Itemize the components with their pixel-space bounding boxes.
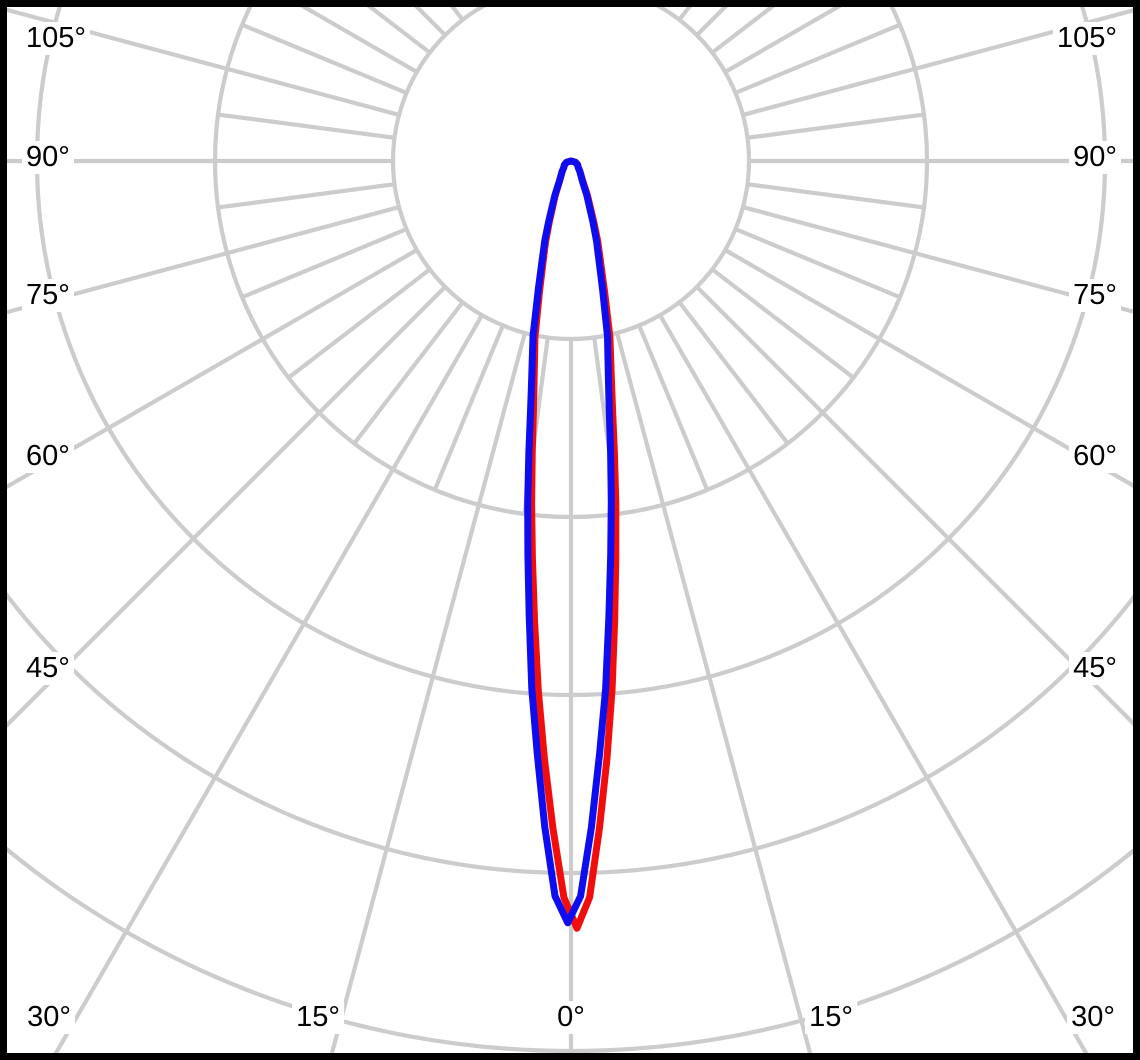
angle-label-bottom-1-15: 15° (292, 1000, 344, 1034)
angle-label-right-45: 45° (1069, 651, 1121, 685)
grid-spoke-minor-277.5 (217, 182, 395, 210)
angle-label-left-90: 90° (22, 140, 74, 174)
grid-spoke-minor-292.5 (241, 227, 408, 300)
grid-spoke-minor-127.5 (710, 7, 776, 55)
grid-spoke-minor-232.5 (366, 7, 432, 55)
grid-spoke-major-255 (7, 7, 400, 117)
grid-spoke-minor-262.5 (217, 112, 395, 140)
grid-spoke-major-330 (53, 314, 484, 1053)
grid-spoke-minor-337.5 (432, 324, 505, 491)
angle-label-right-60: 60° (1069, 439, 1121, 473)
angle-label-right-90: 90° (1069, 140, 1121, 174)
grid-spoke-minor-22.5 (637, 324, 710, 491)
angle-label-right-75: 75° (1069, 278, 1121, 312)
grid-spoke-minor-112.5 (734, 22, 901, 95)
angle-label-bottom-3-15: 15° (805, 1000, 857, 1034)
angle-label-left-105: 105° (22, 21, 90, 55)
grid-spoke-major-60 (724, 248, 1133, 488)
angle-label-bottom-0-30: 30° (23, 1000, 75, 1034)
grid-spoke-major-285 (7, 205, 400, 315)
grid-spoke-minor-67.5 (734, 227, 901, 300)
grid-spoke-minor-322.5 (352, 300, 465, 445)
angle-label-left-45: 45° (22, 651, 74, 685)
angle-label-left-75: 75° (22, 278, 74, 312)
grid-spoke-major-345 (329, 332, 527, 1053)
angle-label-left-60: 60° (22, 439, 74, 473)
angle-label-right-105: 105° (1053, 21, 1121, 55)
grid-spoke-minor-37.5 (677, 300, 790, 445)
angle-label-bottom-4-30: 30° (1067, 1000, 1119, 1034)
grid-spoke-minor-97.5 (747, 112, 925, 140)
grid-spoke-major-105 (742, 8, 1133, 117)
grid-spoke-major-15 (615, 332, 813, 1053)
grid-spoke-minor-247.5 (241, 22, 408, 95)
grid-spoke-major-75 (742, 205, 1133, 314)
grid-spoke-minor-52.5 (710, 267, 855, 380)
grid-spoke-major-30 (658, 314, 1089, 1053)
grid-spoke-major-300 (7, 248, 418, 490)
angle-label-bottom-2-0: 0° (553, 1000, 589, 1034)
grid-spoke-minor-82.5 (747, 182, 925, 210)
series-blue-curve (524, 157, 615, 927)
grid-spoke-minor-307.5 (287, 267, 432, 380)
